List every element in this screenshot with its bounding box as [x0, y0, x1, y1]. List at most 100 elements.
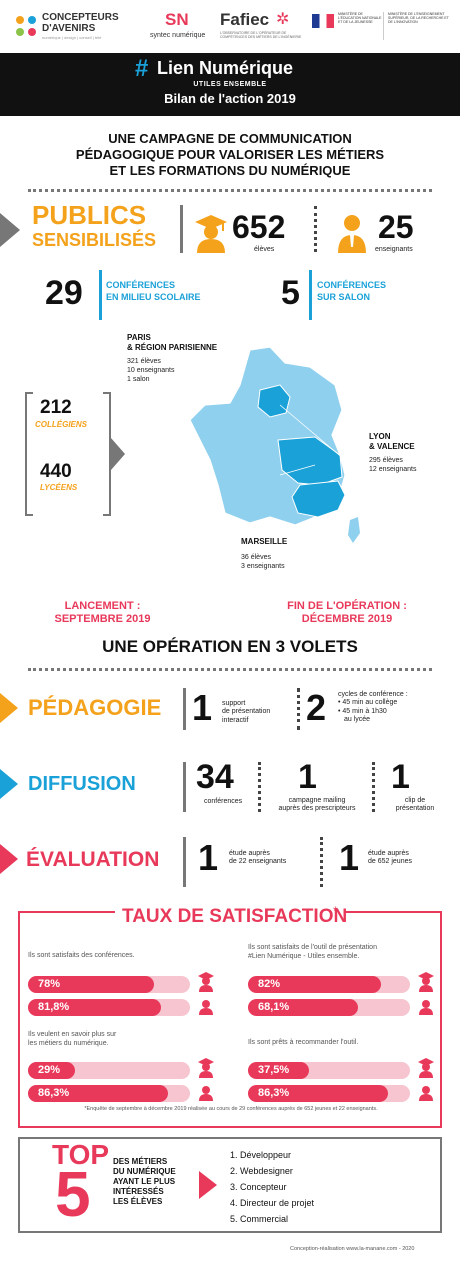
top5-desc-2: DU NUMÉRIQUE — [113, 1167, 176, 1176]
conf-scolaire-label: CONFÉRENCES EN MILIEU SCOLAIRE — [106, 279, 201, 303]
divider — [314, 206, 317, 252]
diffusion-l3a: clip de — [404, 797, 426, 804]
paris-region — [257, 384, 291, 418]
evaluation-l1b: de 22 enseignants — [229, 858, 287, 866]
diffusion-v3: 1 — [391, 758, 410, 796]
banner-subtitle: UTILES ENSEMBLE — [193, 81, 267, 88]
top5-box — [18, 1137, 442, 1233]
campaign-line-1: UNE CAMPAGNE DE COMMUNICATION — [108, 131, 352, 146]
pedagogie-l2d: au lycée — [344, 716, 371, 724]
top5-item-1: 1. Développeur — [230, 1150, 292, 1160]
pedagogie-l2a: cycles de conférence : — [338, 691, 408, 698]
top5-item-5: 5. Commercial — [230, 1214, 289, 1224]
bracket-arrow-icon — [111, 438, 125, 470]
colleges-value: 212 — [40, 397, 72, 418]
pedagogie-l1b: de présentation — [222, 708, 271, 716]
lancement: LANCEMENT : SEPTEMBRE 2019 — [30, 600, 175, 626]
lyon-eleves: 295 élèves — [369, 457, 403, 464]
satisfaction-star: * — [333, 904, 338, 918]
enseignants-value: 25 — [378, 209, 414, 245]
top5-desc-1: DES MÉTIERS — [113, 1157, 168, 1166]
divider — [183, 688, 186, 730]
lyon-stats: 295 élèves 12 enseignants — [369, 456, 416, 474]
evaluation-v2: 1 — [339, 837, 360, 878]
pedagogie-title: PÉDAGOGIE — [28, 695, 162, 720]
marseille-stats: 36 élèves 3 enseignants — [241, 553, 285, 571]
pedagogie-l1a: support — [222, 700, 246, 707]
corsica — [348, 517, 360, 543]
diffusion-l3b: présentation — [395, 805, 435, 813]
diffusion-v2: 1 — [298, 758, 317, 796]
colleges-label: COLLÉGIENS — [35, 420, 88, 429]
syntec-logo-icon: SN — [165, 10, 189, 29]
diffusion-title: DIFFUSION — [28, 773, 136, 795]
q3-text: Ils veulent en savoir plus sur les métie… — [28, 1030, 116, 1048]
diffusion-l1: conférences — [204, 798, 243, 805]
diffusion-l3: clip de présentation — [380, 797, 450, 814]
lyon-enseignants: 12 enseignants — [369, 466, 417, 473]
paris-title-2: & RÉGION PARISIENNE — [127, 343, 218, 352]
pedagogie-arrow-icon — [0, 693, 18, 723]
eleves-label: élèves — [254, 246, 275, 253]
publics-title-1: PUBLICS — [32, 200, 147, 230]
conf-salon-label-2: SUR SALON — [317, 292, 371, 302]
header: CONCEPTEURS D'AVENIRS numérique | design… — [0, 0, 460, 52]
paris-enseignants: 10 enseignants — [127, 367, 175, 374]
paris-salon: 1 salon — [127, 376, 150, 383]
campaign-headline: UNE CAMPAGNE DE COMMUNICATION PÉDAGOGIQU… — [0, 131, 460, 179]
fafiec-star-icon: ✲ — [276, 11, 290, 28]
q3-text-a: Ils veulent en savoir plus sur — [28, 1031, 117, 1038]
evaluation-v1: 1 — [198, 837, 219, 878]
q2-text: Ils sont satisfaits de l'outil de présen… — [248, 943, 377, 961]
satisfaction-footnote: *Enquête de septembre à décembre 2019 ré… — [84, 1106, 378, 1112]
marseille-eleves: 36 élèves — [241, 554, 271, 561]
banner-bilan: Bilan de l'action 2019 — [164, 91, 296, 106]
lycees-label: LYCÉENS — [40, 483, 78, 492]
lycees-value: 440 — [40, 461, 72, 482]
paris-title-1: PARIS — [127, 333, 151, 342]
syntec-logo-text: syntec numérique — [150, 32, 206, 39]
diffusion-arrow-icon — [0, 769, 18, 799]
divider — [183, 837, 186, 887]
lyon-title-2: & VALENCE — [369, 442, 415, 451]
pointer-arrow-icon — [0, 213, 20, 247]
top5-item-3: 3. Concepteur — [230, 1182, 287, 1192]
q2-text-a: Ils sont satisfaits de l'outil de présen… — [248, 944, 377, 951]
pedagogie-l1c: interactif — [222, 716, 249, 724]
eleves-value: 652 — [232, 209, 286, 245]
paris-eleves: 321 élèves — [127, 358, 161, 365]
top5-desc: DES MÉTIERS DU NUMÉRIQUE AYANT LE PLUS I… — [113, 1157, 176, 1207]
diffusion-v1: 34 — [196, 758, 234, 796]
q3-text-b: les métiers du numérique. — [28, 1040, 109, 1047]
evaluation-l1a: étude auprès — [229, 850, 270, 857]
republique-flag-icon — [312, 14, 334, 28]
lancement-date: SEPTEMBRE 2019 — [54, 613, 151, 625]
diffusion-l2a: campagne mailing — [288, 797, 346, 804]
concepteurs-logo-line1: CONCEPTEURS — [42, 12, 119, 23]
top5-arrow-icon — [199, 1171, 217, 1199]
conf-scolaire-value: 29 — [45, 274, 83, 312]
divider — [180, 205, 183, 253]
ministere-logo-2: MINISTÈRE DE L'ENSEIGNEMENT SUPÉRIEUR, D… — [388, 12, 452, 40]
marseille-enseignants: 3 enseignants — [241, 563, 285, 570]
pedagogie-l2: cycles de conférence : • 45 min au collè… — [338, 691, 408, 725]
top5-five: 5 — [55, 1158, 91, 1230]
evaluation-l2b: de 652 jeunes — [368, 858, 412, 866]
divider — [297, 688, 300, 730]
title-banner: # Lien Numérique UTILES ENSEMBLE Bilan d… — [0, 53, 460, 116]
paris-title: PARIS & RÉGION PARISIENNE — [127, 333, 217, 353]
fin-operation: FIN DE L'OPÉRATION : DÉCEMBRE 2019 — [262, 600, 432, 626]
evaluation-l2a: étude auprès — [368, 850, 409, 857]
banner-title: Lien Numérique — [157, 58, 294, 78]
pedagogie-l1: support de présentation interactif — [222, 700, 270, 725]
q4-text: Ils sont prêts à recommander l'outil. — [248, 1039, 359, 1046]
lyon-title: LYON & VALENCE — [369, 432, 415, 452]
concepteurs-logo-tag: numérique | design | conseil | télé — [42, 35, 102, 40]
fafiec-logo-sub: L'OBSERVATOIRE DE L'OPÉRATEUR DE COMPÉTE… — [220, 31, 302, 39]
paris-stats: 321 élèves 10 enseignants 1 salon — [127, 357, 174, 384]
concepteurs-logo-line2: D'AVENIRS — [42, 23, 96, 34]
divider — [28, 189, 432, 192]
evaluation-title: ÉVALUATION — [26, 848, 160, 871]
satisfaction-title-bg — [115, 903, 345, 927]
conf-salon-label: CONFÉRENCES SUR SALON — [317, 279, 386, 303]
